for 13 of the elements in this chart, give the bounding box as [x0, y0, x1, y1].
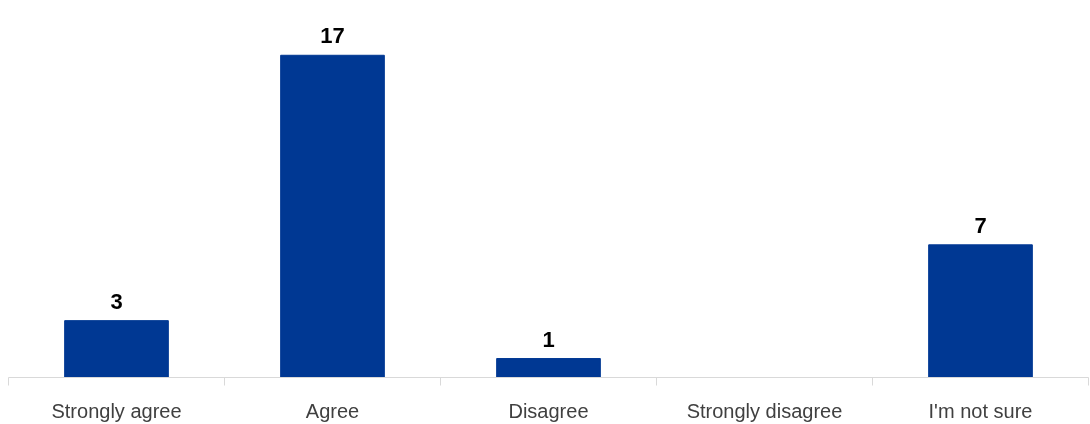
data-label: 3 — [110, 288, 123, 314]
bar — [496, 358, 601, 378]
bar — [928, 244, 1033, 378]
bar — [64, 320, 169, 378]
data-label: 7 — [974, 212, 987, 238]
x-tick-label: Agree — [305, 399, 360, 422]
x-tick-label: Disagree — [508, 399, 589, 422]
data-label: 17 — [320, 23, 345, 49]
x-tick-label: Strongly disagree — [686, 399, 843, 422]
x-tick-label: I'm not sure — [928, 399, 1033, 422]
x-tick-label: Strongly agree — [51, 399, 182, 422]
data-label: 1 — [542, 326, 555, 352]
bar — [280, 54, 385, 378]
